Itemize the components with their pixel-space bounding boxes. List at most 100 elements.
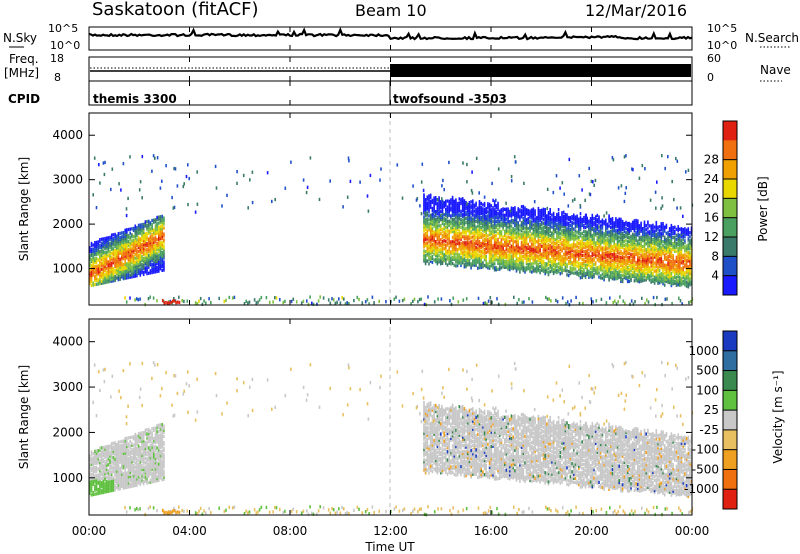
power-cell [90, 251, 93, 256]
power-cell [146, 220, 148, 224]
power-cell [510, 256, 513, 260]
power-cell [519, 254, 521, 258]
power-cell [586, 240, 588, 244]
power-cell [665, 245, 668, 249]
power-cell [158, 221, 160, 225]
power-cell [436, 206, 439, 210]
power-cell [539, 211, 541, 215]
power-cell [95, 246, 98, 250]
power-cell [583, 268, 585, 272]
power-cell [544, 268, 546, 272]
power-cell [154, 224, 157, 228]
power-cell [593, 269, 595, 273]
power-cell [525, 268, 528, 272]
power-cell [137, 223, 140, 227]
power-cell [92, 263, 94, 267]
power-cell [566, 231, 568, 235]
power-cell [621, 241, 624, 246]
power-cell [423, 193, 425, 197]
power-cell [478, 210, 481, 214]
power-cell [102, 271, 105, 275]
power-cell [547, 229, 550, 233]
power-cell [440, 202, 442, 206]
power-cell [492, 254, 494, 258]
power-cell [458, 241, 461, 245]
power-cell [527, 258, 530, 263]
power-cell [477, 238, 479, 242]
power-cell [620, 279, 622, 283]
power-cell [458, 201, 461, 205]
power-cell [159, 217, 162, 221]
power-cell [458, 205, 461, 209]
power-cell [95, 252, 98, 256]
power-cell [524, 234, 526, 238]
power-cell [100, 271, 103, 275]
power-cell [610, 259, 612, 264]
power-cell [520, 213, 523, 217]
power-cell [470, 256, 472, 260]
power-cell [477, 232, 479, 236]
power-cell [446, 229, 449, 233]
power-cell [487, 248, 489, 252]
power-cell [675, 283, 678, 287]
power-cell [107, 236, 110, 240]
power-cell [455, 242, 457, 246]
power-cell [141, 237, 143, 241]
power-cell [668, 247, 671, 251]
power-cell [529, 229, 531, 233]
power-cell [136, 272, 138, 276]
power-cell [142, 262, 145, 266]
power-cell [163, 240, 165, 244]
power-cell [488, 266, 491, 270]
power-cell [161, 216, 163, 220]
power-cell [472, 225, 474, 229]
power-cell [149, 261, 152, 265]
power-cell [147, 259, 150, 263]
power-cell [621, 253, 624, 258]
power-cell [478, 224, 481, 228]
power-cell [591, 253, 594, 258]
power-cell [684, 235, 686, 239]
power-cell [134, 268, 137, 272]
power-cell [448, 203, 450, 207]
power-cell [493, 224, 496, 228]
power-cell [473, 221, 476, 225]
power-cell [512, 227, 514, 231]
power-cell [562, 210, 565, 214]
power-cell [475, 257, 477, 261]
power-cell [615, 231, 617, 235]
power-cell [557, 240, 560, 244]
power-cell [569, 231, 572, 236]
power-cell [557, 250, 560, 254]
power-cell [110, 243, 113, 247]
power-cell [445, 211, 447, 215]
power-cell [620, 269, 622, 273]
power-cell [547, 221, 550, 225]
power-cell [539, 209, 541, 213]
power-cell [687, 269, 690, 273]
power-cell [621, 223, 624, 228]
power-cell [483, 263, 486, 268]
power-cell [642, 263, 644, 267]
power-cell [463, 247, 466, 251]
power-cell [440, 216, 442, 220]
power-cell [679, 227, 681, 231]
power-cell [514, 230, 516, 234]
power-cell [610, 265, 612, 270]
power-cell [159, 243, 162, 247]
power-cell [455, 210, 457, 214]
power-cell [670, 255, 673, 260]
power-cell [635, 224, 637, 229]
power-cell [642, 227, 644, 231]
power-cell [682, 241, 684, 246]
power-cell [539, 217, 541, 221]
power-cell [584, 249, 587, 254]
power-cell [621, 279, 624, 284]
power-cell [640, 227, 642, 231]
power-cell [598, 221, 600, 225]
power-cell [574, 263, 577, 267]
power-cell [650, 242, 652, 246]
power-cell [487, 206, 489, 210]
power-cell [92, 249, 94, 253]
power-cell [665, 223, 668, 227]
